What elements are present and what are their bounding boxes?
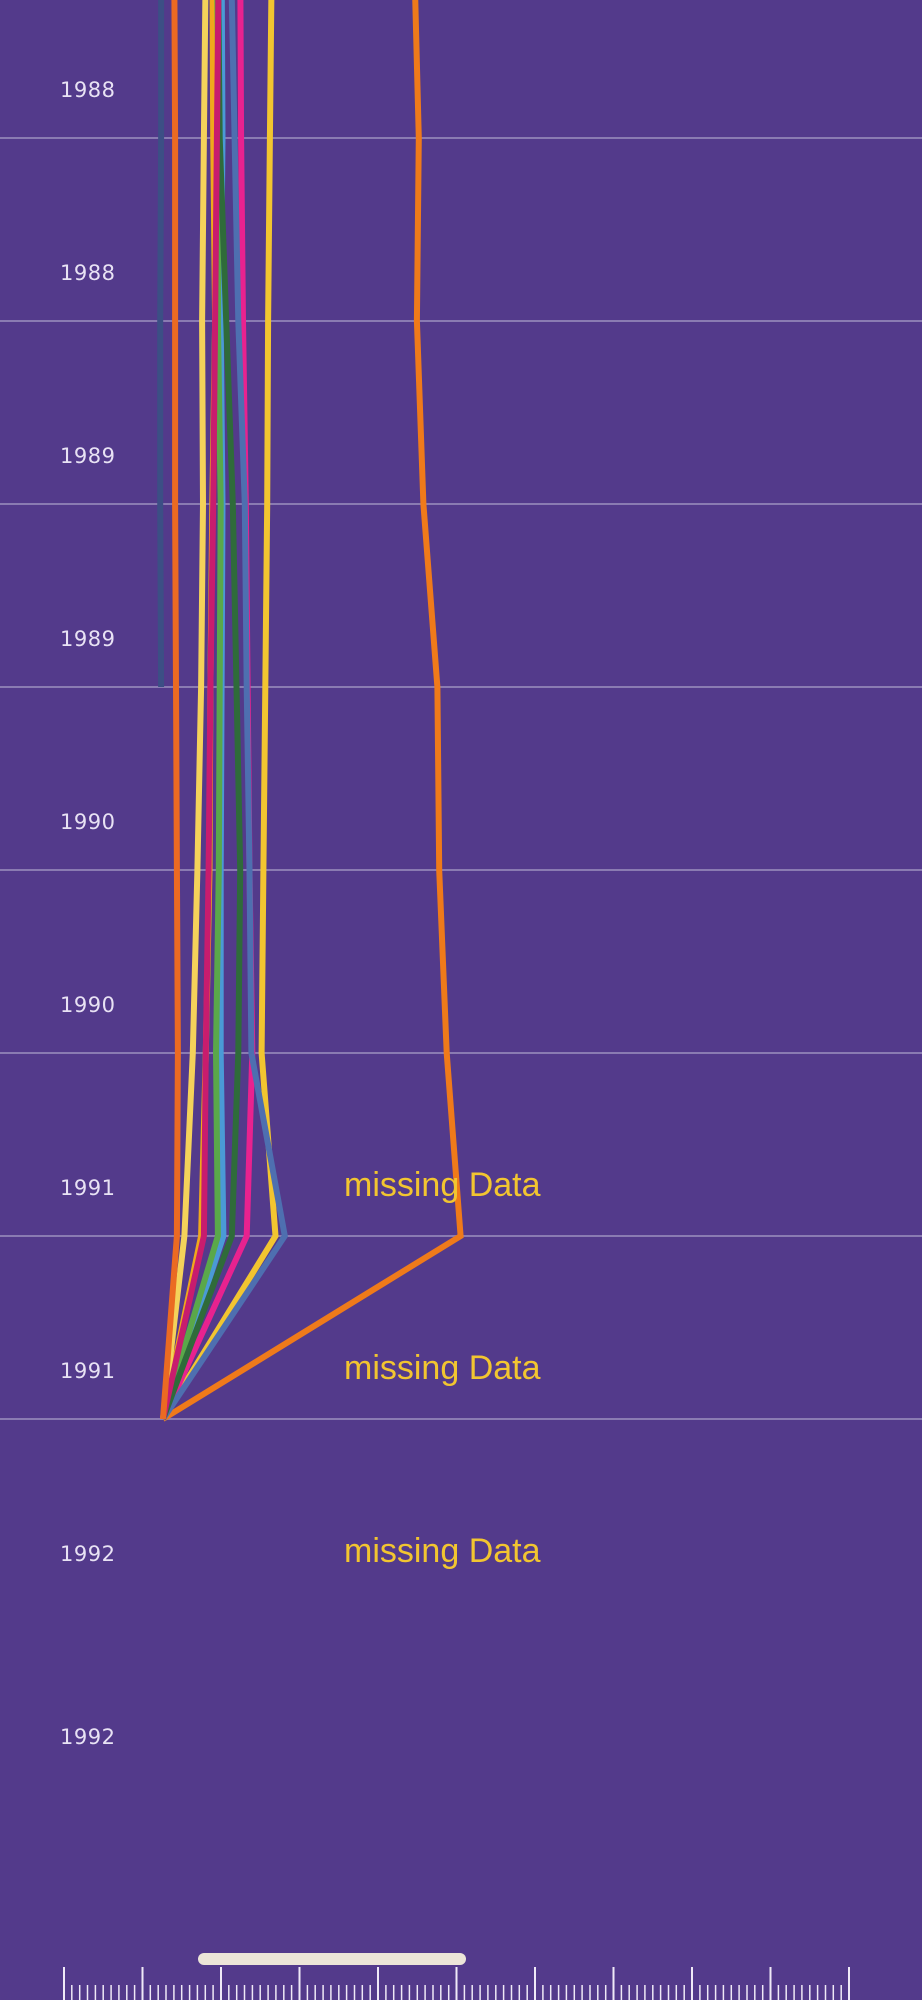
missing-data-label: missing Data: [344, 1349, 541, 1387]
year-label: 1992: [60, 1542, 116, 1566]
gridline: [0, 1052, 922, 1054]
series-line-s12: [157, 0, 165, 688]
gridline: [0, 869, 922, 871]
year-label: 1989: [60, 444, 116, 468]
horizontal-scroll-thumb[interactable]: [198, 1953, 466, 1965]
year-label: 1991: [60, 1176, 116, 1200]
year-label: 1990: [60, 993, 116, 1017]
year-label: 1991: [60, 1359, 116, 1383]
gridline: [0, 1418, 922, 1420]
series-line-s5: [160, 0, 288, 1421]
series-line-s11: [160, 0, 181, 1420]
series-line-s9: [160, 0, 209, 1420]
missing-data-label: missing Data: [344, 1532, 541, 1570]
year-label: 1988: [60, 261, 116, 285]
year-label: 1990: [60, 810, 116, 834]
series-line-s1: [161, 0, 464, 1422]
missing-data-label: missing Data: [344, 1166, 541, 1204]
gridline: [0, 686, 922, 688]
gridline: [0, 320, 922, 322]
year-label: 1992: [60, 1725, 116, 1749]
gridline: [0, 503, 922, 505]
series-line-s10: [160, 0, 222, 1420]
year-label: 1988: [60, 78, 116, 102]
gridline: [0, 137, 922, 139]
year-label: 1989: [60, 627, 116, 651]
scroll-ruler[interactable]: [0, 1965, 922, 2000]
